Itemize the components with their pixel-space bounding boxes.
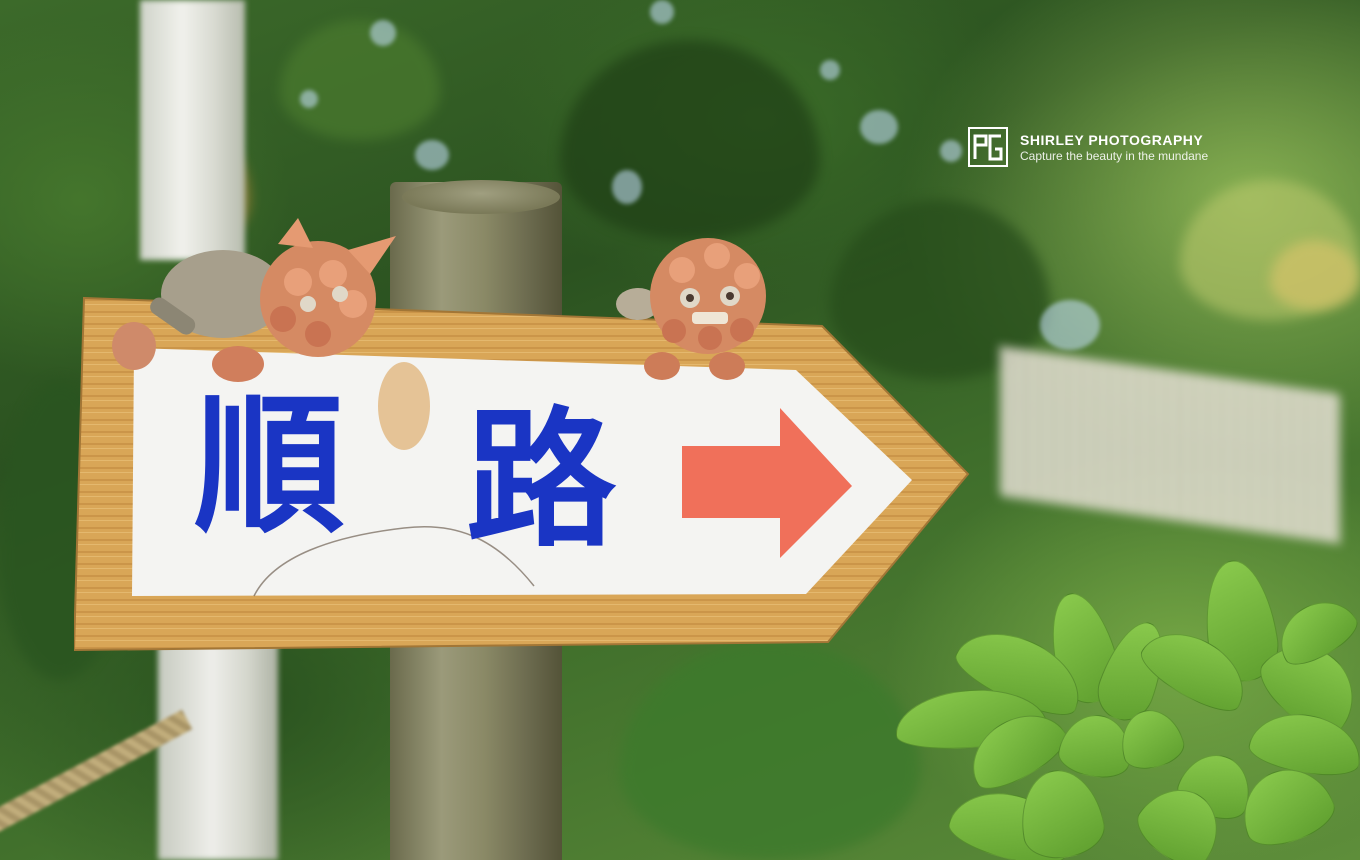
bokeh-light — [820, 60, 840, 80]
tree-trunk-lower — [158, 640, 278, 860]
rg-monogram-icon — [968, 127, 1008, 167]
arrow-right-icon — [682, 408, 852, 558]
sign-character-2: 路 — [466, 394, 617, 568]
bokeh-light — [650, 0, 674, 24]
sign-character-1: 順 — [194, 380, 345, 554]
bokeh-light — [415, 140, 449, 170]
bokeh-light — [940, 140, 962, 162]
watermark-title: SHIRLEY PHOTOGRAPHY — [1020, 132, 1204, 148]
wooden-post-top — [402, 180, 560, 214]
bokeh-light — [300, 90, 318, 108]
watermark-tagline: Capture the beauty in the mundane — [1020, 149, 1209, 163]
bokeh-light — [612, 170, 642, 204]
bokeh-light — [370, 20, 396, 46]
stain-mark — [378, 362, 430, 450]
foliage-blob — [620, 640, 920, 860]
bokeh-light — [1040, 300, 1100, 350]
foliage-blob — [1270, 240, 1360, 310]
shisa-figurine-left — [112, 218, 396, 382]
foliage-blob — [560, 40, 820, 240]
sign-white-panel — [132, 348, 912, 596]
foliage-blob — [280, 20, 440, 140]
tree-trunk-upper — [140, 0, 245, 260]
photographer-watermark: SHIRLEY PHOTOGRAPHY Capture the beauty i… — [968, 126, 1208, 168]
sign-board-shape — [74, 296, 970, 652]
direction-sign: 順 路 — [74, 296, 970, 652]
crack-line — [253, 525, 535, 597]
shisa-figurine-right — [616, 238, 766, 380]
bokeh-light — [860, 110, 898, 144]
